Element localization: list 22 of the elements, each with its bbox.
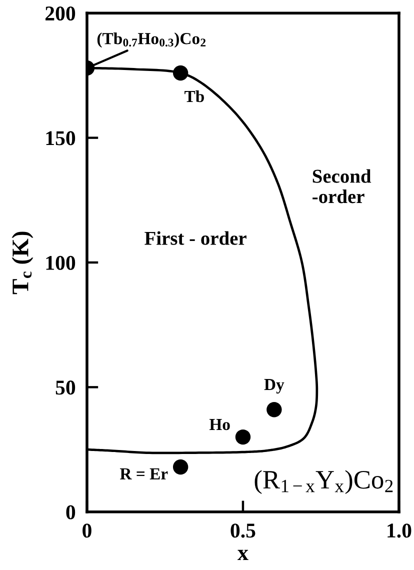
annotation: Dy	[264, 379, 284, 394]
point	[235, 429, 251, 445]
y-tick-label: 50	[56, 380, 76, 395]
annotation: Tb	[184, 90, 204, 102]
annotation: (R$_{1−x}$Y$_{x}$)Co$_{2}$	[254, 470, 393, 494]
point	[266, 402, 282, 418]
x-axis-title: x	[238, 550, 248, 560]
y-tick-label: 0	[66, 505, 76, 520]
y-tick-label: 100	[46, 256, 76, 270]
y-axis-title: T$_{c}$ (K)	[12, 232, 34, 294]
point	[172, 65, 188, 81]
annotation: Second -order	[312, 169, 372, 204]
annotation: Ho	[209, 419, 230, 430]
point	[172, 459, 188, 475]
x-tick-label: 0	[82, 524, 92, 538]
annotation: (Tb$_{0.7}$Ho$_{0.3}$)Co$_{2}$	[97, 32, 206, 48]
y-tick-label: 150	[46, 131, 76, 146]
x-tick-label: 1.0	[388, 524, 412, 538]
annotation: R = Er	[120, 468, 168, 480]
x-tick-label: 0.5	[230, 524, 256, 538]
y-tick-label: 200	[45, 6, 76, 21]
annotation: First - order	[144, 231, 246, 245]
